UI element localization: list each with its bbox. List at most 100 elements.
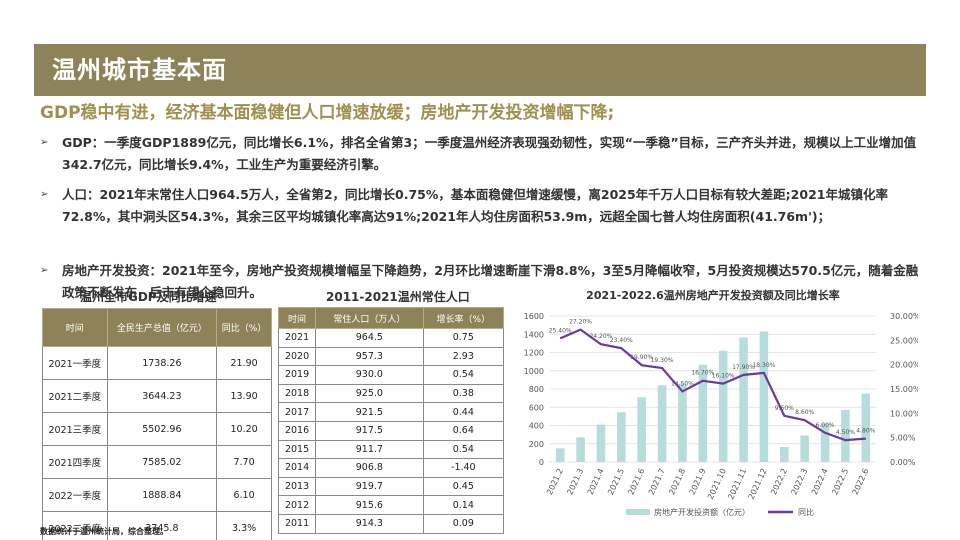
table-cell: 2021一季度	[42, 346, 108, 380]
data-label: 8.60%	[795, 409, 814, 416]
table-cell: 2021四季度	[42, 445, 108, 479]
x-tick-label: 2021.9	[688, 467, 708, 496]
data-label: 19.30%	[651, 357, 674, 364]
data-label: 24.20%	[589, 333, 612, 340]
table-header-cell: 时间	[42, 308, 108, 347]
table-cell: 925.0	[315, 383, 424, 404]
table-cell: 0.45	[422, 476, 505, 497]
bullet-text: 房地产开发投资：2021年至今，房地产投资规模增幅呈下降趋势，2月环比增速断崖下…	[62, 263, 919, 300]
data-label: 16.10%	[712, 373, 735, 380]
y-right-tick-label: 30.00%	[890, 312, 918, 321]
data-label: 17.90%	[732, 364, 755, 371]
bar	[698, 364, 708, 462]
table-cell: 1888.84	[106, 478, 218, 512]
bullet-real-estate: ➢ 房地产开发投资：2021年至今，房地产投资规模增幅呈下降趋势，2月环比增速断…	[40, 260, 930, 304]
y-right-tick-label: 10.00%	[890, 409, 918, 418]
data-label: 4.80%	[856, 428, 875, 435]
table-row: 2013 919.7 0.45	[277, 476, 505, 497]
table-cell: 2012	[277, 495, 317, 515]
arrow-bullet-icon: ➢	[40, 189, 49, 200]
table-row: 2014 906.8 -1.40	[277, 458, 505, 478]
table-cell: 13.90	[216, 379, 272, 413]
y-left-tick-label: 200	[529, 440, 544, 449]
data-label: 19.90%	[630, 354, 653, 361]
table-cell: 2021三季度	[42, 412, 108, 446]
table-cell: 7.70	[216, 445, 272, 479]
table-row: 2021四季度 7585.02 7.70	[42, 445, 272, 479]
bar	[718, 350, 728, 462]
table-cell: 2021	[277, 328, 317, 348]
y-right-tick-label: 20.00%	[890, 361, 918, 370]
table-cell: 0.44	[422, 402, 505, 422]
gdp-table-caption: 温州全市GDP及同比增速	[80, 290, 217, 304]
series-line	[559, 328, 866, 442]
table-cell: 10.20	[216, 412, 272, 446]
table-cell: 915.6	[315, 495, 424, 515]
table-cell: 2018	[277, 383, 317, 404]
bar	[657, 385, 667, 462]
population-table: 时间 常住人口（万人） 增长率（%） 2021 964.5 0.75 2020 957.…	[277, 307, 505, 534]
y-right-tick-label: 15.00%	[890, 385, 918, 394]
y-left-tick-label: 1200	[524, 349, 544, 358]
arrow-bullet-icon: ➢	[40, 265, 49, 276]
investment-chart: 2021-2022.6温州房地产开发投资额及同比增长率 0 200 400 600 800…	[524, 288, 918, 517]
bar	[576, 437, 585, 462]
x-tick-label: 2021.3	[565, 467, 585, 496]
table-cell: 3644.23	[106, 379, 218, 413]
gdp-table: 时间 全民生产总值（亿元） 同比（%） 2021一季度 1738.26 21.90 2…	[42, 308, 272, 540]
table-cell: 2022二季度	[42, 511, 108, 540]
table-header-cell: 同比（%）	[216, 308, 272, 347]
y-left-tick-label: 1400	[524, 330, 544, 339]
title-bar: 温州城市基本面	[34, 44, 926, 96]
bullet-text: 人口：2021年末常住人口964.5万人，全省第2，同比增长0.75%，基本面稳…	[62, 187, 888, 224]
bar	[678, 383, 687, 462]
table-cell: 2022一季度	[42, 478, 108, 512]
table-row: 2021三季度 5502.96 10.20	[42, 412, 272, 446]
table-header-row: 时间 常住人口（万人） 增长率（%）	[277, 307, 505, 329]
table-cell: 917.5	[315, 420, 424, 441]
table-cell: 6.10	[216, 478, 272, 512]
data-label: 4.50%	[836, 429, 855, 436]
bar	[596, 424, 606, 462]
table-row: 2016 917.5 0.64	[277, 420, 505, 441]
table-cell: 2016	[277, 420, 317, 441]
bar	[820, 423, 830, 462]
table-cell: 914.3	[315, 513, 424, 534]
data-label: 16.70%	[691, 370, 714, 377]
legend-bar-label: 房地产开发投资额（亿元）	[654, 507, 750, 517]
table-cell: 2017	[277, 402, 317, 422]
table-row: 2017 921.5 0.44	[277, 402, 505, 422]
bar	[780, 446, 789, 462]
table-cell: 2021二季度	[42, 379, 108, 413]
x-tick-label: 2021.12	[747, 467, 769, 501]
data-label: 27.20%	[569, 319, 592, 326]
bar	[555, 448, 565, 462]
gdp-table-body: 2021一季度 1738.26 21.90 2021二季度 3644.23 13.90 20…	[42, 346, 272, 540]
table-row: 2015 911.7 0.54	[277, 439, 505, 460]
table-cell: 3.3%	[216, 511, 272, 540]
table-cell: 3745.8	[106, 511, 218, 540]
bar	[841, 409, 850, 462]
data-label: 6.00%	[816, 422, 835, 429]
table-cell: 5502.96	[106, 412, 218, 446]
bar	[800, 435, 809, 462]
data-label: 14.50%	[671, 380, 694, 387]
source-footnote: 数据统计于温州统计局，综合整理。	[40, 527, 168, 536]
x-tick-label: 2021.11	[726, 467, 748, 501]
table-cell: 911.7	[315, 439, 424, 460]
bar	[739, 337, 748, 462]
table-cell: 919.7	[315, 476, 424, 497]
x-tick-label: 2022.4	[810, 467, 830, 496]
table-header-cell: 常住人口（万人）	[315, 307, 424, 329]
x-tick-label: 2021.8	[667, 467, 687, 496]
table-cell: 0.54	[422, 365, 505, 385]
x-tick-label: 2021.5	[606, 467, 626, 496]
table-cell: 906.8	[315, 458, 424, 478]
y-left-tick-label: 600	[529, 403, 544, 412]
page-subtitle: GDP稳中有进，经济基本面稳健但人口增速放缓；房地产开发投资增幅下降;	[40, 103, 615, 123]
bullet-population: ➢ 人口：2021年末常住人口964.5万人，全省第2，同比增长0.75%，基本…	[40, 184, 930, 228]
y-left-tick-label: 0	[539, 458, 544, 467]
bar	[861, 393, 871, 462]
table-header-cell: 增长率（%）	[422, 307, 505, 329]
page-title: 温州城市基本面	[52, 56, 227, 84]
